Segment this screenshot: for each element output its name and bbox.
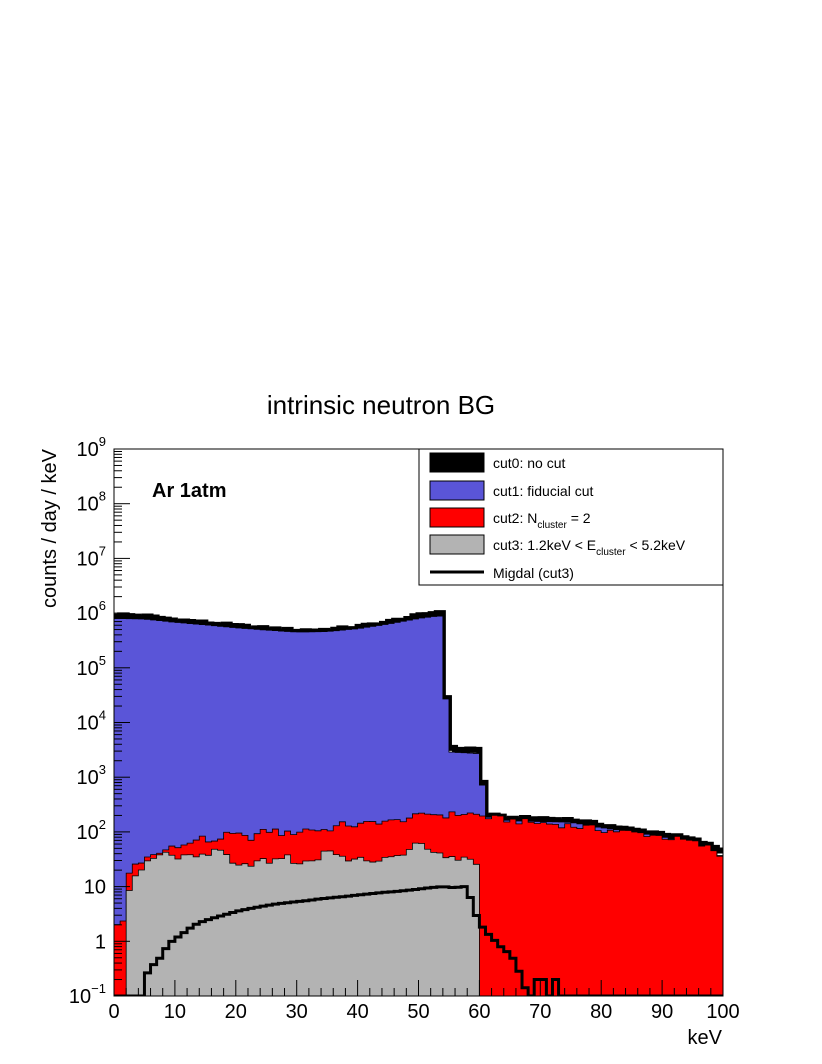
x-tick-label: 80 — [590, 1001, 612, 1023]
y-tick-label: 1 — [95, 931, 106, 953]
y-tick-label: 105 — [77, 653, 106, 680]
legend-swatch — [429, 452, 485, 473]
y-tick-label: 107 — [77, 543, 106, 570]
y-tick-label: 108 — [77, 489, 106, 516]
legend-label: cut2: Ncluster = 2 — [493, 510, 591, 531]
y-tick-label: 104 — [77, 708, 106, 735]
x-tick-label: 0 — [108, 1001, 119, 1023]
y-tick-label: 109 — [77, 434, 106, 461]
y-axis-label: counts / day / keV — [39, 448, 61, 608]
x-tick-label: 50 — [407, 1001, 429, 1023]
y-tick-label: 10 — [84, 877, 106, 899]
x-tick-label: 30 — [286, 1001, 308, 1023]
legend-swatch — [429, 507, 485, 528]
y-tick-label: 102 — [77, 817, 106, 844]
legend-label: cut3: 1.2keV < Ecluster < 5.2keV — [493, 537, 686, 558]
x-tick-label: 10 — [164, 1001, 186, 1023]
x-tick-label: 40 — [346, 1001, 368, 1023]
series-layer — [114, 610, 723, 996]
x-tick-label: 70 — [529, 1001, 551, 1023]
legend-label: cut0: no cut — [493, 455, 565, 471]
legend-label: Migdal (cut3) — [493, 565, 574, 581]
y-tick-label: 106 — [77, 598, 106, 625]
series-cut0 — [114, 610, 723, 854]
y-tick-label: 10−1 — [69, 981, 106, 1008]
x-tick-label: 90 — [651, 1001, 673, 1023]
detector-annotation: Ar 1atm — [152, 480, 226, 502]
x-tick-label: 100 — [706, 1001, 739, 1023]
legend-label: cut1: fiducial cut — [493, 483, 593, 499]
series-migdal — [114, 885, 723, 996]
x-axis-label: keV — [688, 1027, 723, 1049]
series-cut3 — [125, 842, 480, 996]
legend-swatch — [429, 480, 485, 501]
x-axis: 0 10 20 30 40 50 60 70 80 90 100 — [108, 980, 740, 1023]
y-tick-label: 103 — [77, 762, 106, 789]
x-tick-label: 60 — [468, 1001, 490, 1023]
legend: cut0: no cut cut1: fiducial cut cut2: Nclu… — [418, 448, 724, 586]
chart-title: intrinsic neutron BG — [267, 390, 495, 420]
x-tick-label: 20 — [225, 1001, 247, 1023]
legend-swatch — [429, 534, 485, 555]
